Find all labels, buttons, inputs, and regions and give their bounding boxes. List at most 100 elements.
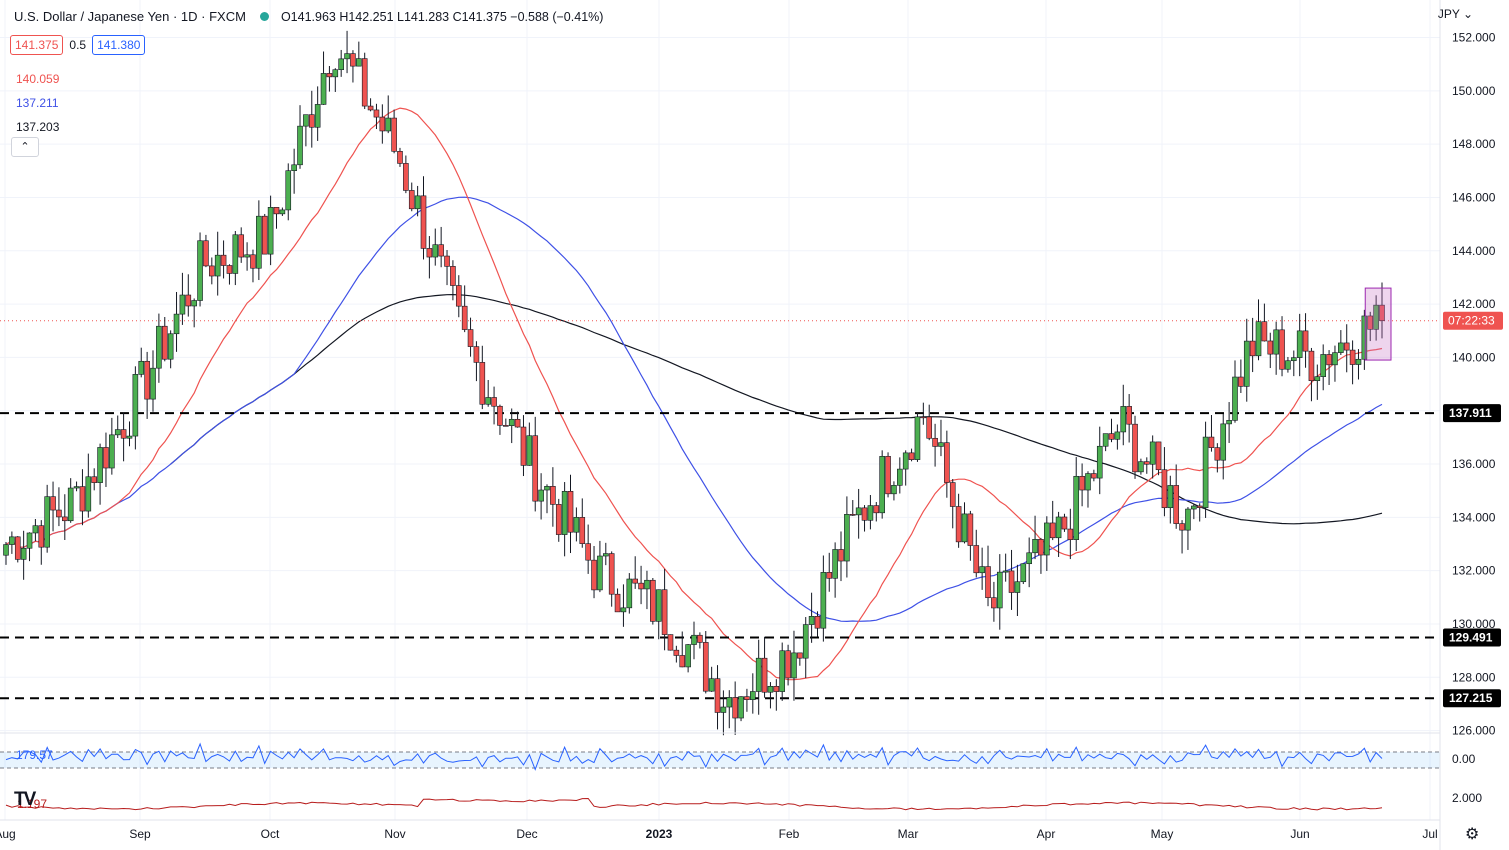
candle-up [602, 553, 609, 557]
input-price-red[interactable]: 141.375 [10, 35, 64, 55]
candle-down [408, 190, 415, 210]
candle-down [744, 696, 750, 700]
candle-down [1067, 528, 1074, 540]
candle-down [991, 597, 997, 609]
candle-up [3, 544, 9, 556]
candle-down [797, 652, 803, 659]
candle-up [244, 254, 250, 258]
candle-up [1073, 475, 1080, 540]
candle-up [844, 514, 850, 562]
candle-down [579, 517, 586, 544]
price-tick-label: 144.000 [1452, 244, 1496, 258]
candle-up [179, 294, 186, 315]
candle-down [350, 53, 356, 67]
candle-down [467, 329, 474, 347]
candle-up [138, 360, 145, 375]
candle-down [667, 634, 674, 651]
price-tick-label: 132.000 [1452, 564, 1496, 578]
candle-down [56, 509, 62, 518]
candle-down [1238, 376, 1244, 387]
candle-up [414, 195, 421, 210]
candle-up [338, 58, 344, 71]
candle-up [685, 644, 691, 668]
candle-down [661, 589, 668, 635]
candle-up [109, 434, 115, 469]
candle-down [62, 516, 68, 522]
candle-up [279, 209, 286, 215]
price-tick-label: 128.000 [1452, 670, 1496, 684]
candle-down [391, 117, 397, 152]
candle-up [20, 547, 27, 560]
adx-value-label: 1.197 [17, 797, 47, 811]
candle-up [1202, 436, 1209, 508]
input-price-blue[interactable]: 141.380 [92, 35, 146, 55]
candle-up [114, 429, 121, 436]
market-status-icon [259, 12, 269, 21]
time-axis[interactable]: Aug Sep Oct Nov Dec 2023 Feb Mar Apr May Jun Jul [0, 819, 1440, 841]
candle-down [555, 504, 562, 535]
candle-down [326, 73, 333, 78]
candle-down [702, 642, 709, 692]
candle-up [1020, 563, 1027, 583]
candle-up [1044, 522, 1050, 556]
cci-line [5, 742, 1383, 771]
candle-up [332, 69, 339, 78]
candle-up [832, 549, 838, 579]
price-tick-label: 134.000 [1452, 510, 1496, 524]
candle-up [1243, 340, 1250, 387]
candle-up [197, 240, 203, 301]
candle-down [367, 105, 374, 111]
candle-up [432, 244, 439, 258]
level-label: 129.491 [1449, 631, 1493, 645]
candle-down [373, 109, 380, 118]
candle-down [503, 425, 509, 427]
candle-down [38, 525, 45, 548]
candle-up [655, 589, 662, 622]
candle-down [1279, 329, 1285, 370]
price-tick-label: 140.000 [1452, 350, 1496, 364]
candle-down [1249, 340, 1256, 357]
ma-fast-value: 140.059 [16, 72, 60, 86]
candle-up [32, 525, 39, 534]
time-tick-label: Oct [261, 827, 280, 841]
ma-fast-line [5, 107, 1383, 681]
candle-up [314, 104, 321, 128]
candle-down [1143, 461, 1150, 465]
candle-down [426, 248, 433, 258]
candle-down [532, 435, 539, 502]
candle-up [256, 215, 262, 269]
candle-up [1026, 552, 1032, 565]
price-tick-label: 146.000 [1452, 190, 1496, 204]
level-label-bg [1443, 689, 1501, 708]
ma-medium-path [5, 196, 1383, 623]
candle-up [508, 418, 515, 426]
candle-down [144, 360, 150, 400]
candle-down [1173, 485, 1179, 524]
chart-legend: U.S. Dollar / Japanese Yen · 1D · FXCM O… [14, 9, 603, 24]
level-label-bg [1443, 404, 1501, 423]
currency-selector[interactable]: JPY ⌄ [1437, 7, 1473, 21]
price-axis[interactable]: 152.000 150.000 148.000 146.000 144.000 142.0… [1439, 0, 1509, 850]
collapse-legend-button[interactable]: ⌃ [11, 137, 39, 157]
candle-down [1302, 330, 1309, 352]
candle-up [779, 650, 786, 692]
gear-icon[interactable]: ⚙ [1465, 826, 1480, 843]
candle-down [1379, 304, 1385, 322]
candle-down [714, 678, 721, 713]
ma-slow-path [170, 293, 1383, 525]
candle-up [1191, 505, 1197, 510]
candle-down [955, 506, 962, 543]
candle-down [591, 559, 597, 591]
candle-up [620, 607, 627, 613]
symbol-title[interactable]: U.S. Dollar / Japanese Yen · 1D · FXCM [14, 9, 246, 24]
candle-down [949, 482, 956, 507]
ma-slow-line [170, 293, 1383, 525]
candle-up [344, 53, 350, 60]
candle-up [755, 657, 762, 692]
candle-down [514, 418, 521, 428]
candle-up [1255, 321, 1262, 357]
current-price-label: 07:22:33 [1448, 314, 1495, 328]
candle-up [738, 696, 744, 719]
candle-down [926, 416, 933, 439]
